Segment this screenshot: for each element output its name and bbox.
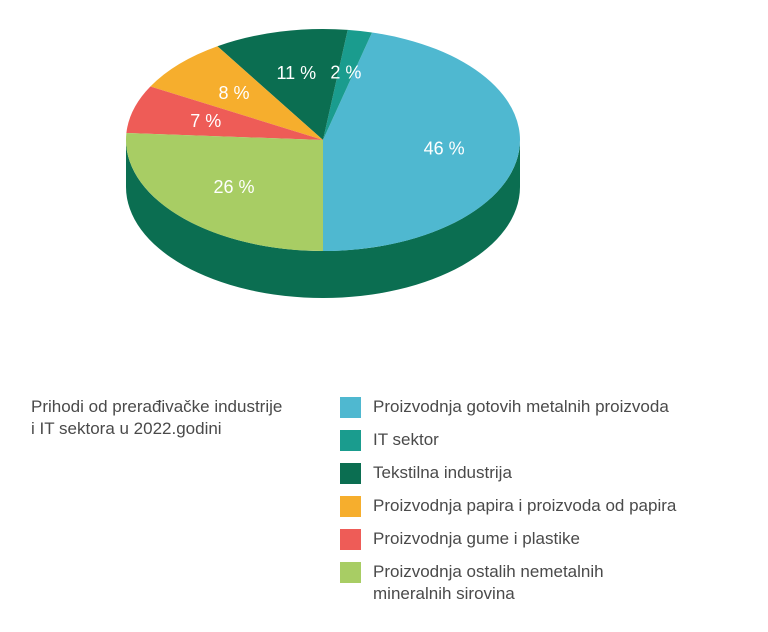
pie-slice — [150, 46, 323, 140]
legend-label: Tekstilna industrija — [373, 463, 512, 482]
caption-line-2: i IT sektora u 2022.godini — [31, 419, 222, 438]
legend-swatch — [340, 397, 361, 418]
pie-slice — [323, 32, 520, 251]
pie-slice-label: 8 % — [218, 83, 249, 103]
pie-slice-label: 26 % — [213, 177, 254, 197]
pie-slice-label: 11 % — [277, 63, 317, 83]
legend-swatch — [340, 529, 361, 550]
caption-line-1: Prihodi od prerađivačke industrije — [31, 397, 283, 416]
pie-slice — [323, 29, 372, 141]
pie-slice-label: 7 % — [190, 111, 221, 131]
legend-item: Proizvodnja gume i plastike — [340, 528, 760, 550]
pie-slice — [217, 29, 348, 140]
legend-swatch — [340, 463, 361, 484]
pie-slice — [126, 86, 323, 140]
legend-swatch — [340, 430, 361, 451]
legend-label: Proizvodnja papira i proizvoda od papira — [373, 496, 677, 515]
legend-item: Tekstilna industrija — [340, 462, 760, 484]
legend-label: Proizvodnja gume i plastike — [373, 529, 580, 548]
legend-label: Proizvodnja ostalih nemetalnih mineralnih… — [373, 562, 604, 603]
pie-chart: 46 % 2 % 11 % 8 % 7 % 26 % — [125, 29, 520, 298]
pie-slice-label: 46 % — [424, 139, 465, 159]
pie-slice-label: 2 % — [330, 62, 361, 82]
pie-side-wall — [126, 140, 520, 298]
pie-slice — [125, 133, 323, 251]
legend: Proizvodnja gotovih metalnih proizvoda IT… — [340, 396, 760, 616]
legend-swatch — [340, 496, 361, 517]
legend-label: IT sektor — [373, 430, 439, 449]
legend-item: Proizvodnja papira i proizvoda od papira — [340, 495, 760, 517]
legend-item: Proizvodnja gotovih metalnih proizvoda — [340, 396, 760, 418]
legend-swatch — [340, 562, 361, 583]
legend-label: Proizvodnja gotovih metalnih proizvoda — [373, 397, 669, 416]
legend-item: Proizvodnja ostalih nemetalnih mineralnih… — [340, 561, 760, 605]
legend-item: IT sektor — [340, 429, 760, 451]
chart-caption: Prihodi od prerađivačke industrije i IT … — [31, 396, 321, 440]
